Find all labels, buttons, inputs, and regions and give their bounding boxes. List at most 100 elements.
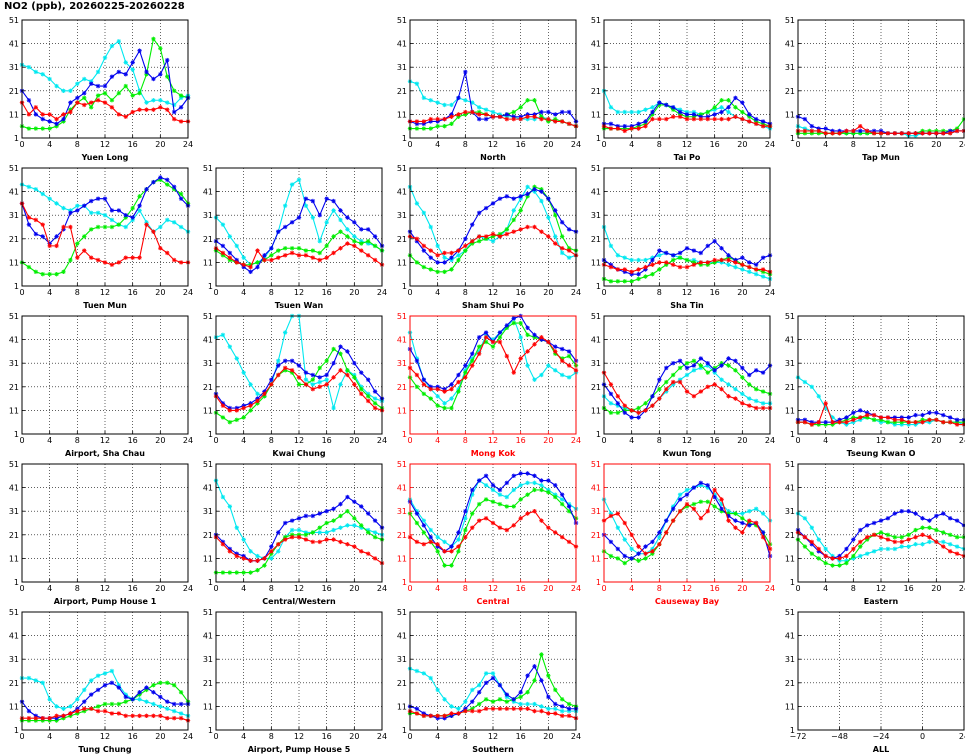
data-point-green: [706, 110, 710, 114]
data-point-cyan: [740, 267, 744, 271]
y-tick-label: 41: [785, 40, 795, 49]
data-point-blue: [650, 110, 654, 114]
data-point-green: [103, 225, 107, 229]
data-point-cyan: [726, 263, 730, 267]
data-point-blue: [34, 112, 38, 116]
data-point-red: [165, 107, 169, 111]
data-point-red: [636, 267, 640, 271]
data-point-blue: [699, 251, 703, 255]
data-point-red: [373, 406, 377, 410]
data-point-blue: [27, 98, 31, 102]
data-point-red: [290, 251, 294, 255]
data-point-red: [657, 117, 661, 121]
data-point-blue: [692, 248, 696, 252]
y-tick-label: 21: [591, 87, 601, 96]
x-tick-label: 8: [75, 140, 80, 149]
data-point-blue: [664, 251, 668, 255]
data-point-blue: [255, 265, 259, 269]
data-point-green: [643, 274, 647, 278]
data-point-green: [726, 98, 730, 102]
x-tick-label: 12: [294, 436, 304, 445]
data-point-cyan: [761, 274, 765, 278]
data-point-red: [255, 248, 259, 252]
data-point-blue: [761, 255, 765, 259]
data-point-blue: [422, 248, 426, 252]
data-point-blue: [463, 70, 467, 74]
data-point-cyan: [228, 234, 232, 238]
data-point-red: [761, 124, 765, 128]
data-point-red: [61, 225, 65, 229]
data-point-red: [124, 255, 128, 259]
data-point-red: [449, 115, 453, 119]
data-point-cyan: [429, 98, 433, 102]
data-point-green: [248, 408, 252, 412]
y-tick-label: 21: [9, 87, 19, 96]
data-point-red: [505, 117, 509, 121]
x-tick-label: 24: [377, 288, 387, 297]
data-point-red: [82, 248, 86, 252]
data-point-green: [283, 246, 287, 250]
panel-label: Yuen Long: [81, 153, 129, 162]
data-point-red: [539, 117, 543, 121]
data-point-red: [900, 131, 904, 135]
data-point-green: [449, 122, 453, 126]
data-point-red: [359, 248, 363, 252]
data-point-cyan: [324, 220, 328, 224]
data-point-red: [955, 129, 959, 133]
y-tick-label: 51: [203, 312, 213, 321]
data-point-blue: [124, 213, 128, 217]
data-point-blue: [324, 196, 328, 200]
data-point-blue: [165, 58, 169, 62]
data-point-red: [151, 107, 155, 111]
y-tick-label: 21: [203, 383, 213, 392]
data-point-blue: [823, 126, 827, 130]
data-point-red: [623, 129, 627, 133]
data-point-red: [179, 119, 183, 123]
data-point-blue: [539, 110, 543, 114]
data-point-red: [144, 107, 148, 111]
data-point-green: [359, 241, 363, 245]
data-point-cyan: [415, 82, 419, 86]
data-point-green: [435, 270, 439, 274]
data-point-green: [616, 279, 620, 283]
data-point-green: [560, 234, 564, 238]
data-point-green: [463, 248, 467, 252]
data-point-blue: [318, 213, 322, 217]
data-point-blue: [54, 234, 58, 238]
panel-label: Tuen Mun: [83, 301, 127, 310]
data-point-cyan: [422, 211, 426, 215]
data-point-blue: [130, 215, 134, 219]
data-point-green: [685, 258, 689, 262]
data-point-blue: [331, 361, 335, 365]
y-tick-label: 11: [397, 110, 407, 119]
y-tick-label: 51: [203, 164, 213, 173]
data-point-blue: [719, 110, 723, 114]
data-point-red: [712, 258, 716, 262]
y-tick-label: 1: [208, 282, 213, 291]
data-point-red: [532, 225, 536, 229]
data-point-cyan: [96, 70, 100, 74]
data-point-blue: [359, 227, 363, 231]
data-point-blue: [657, 248, 661, 252]
data-point-red: [546, 234, 550, 238]
data-point-red: [172, 117, 176, 121]
y-tick-label: 21: [785, 87, 795, 96]
data-point-red: [151, 230, 155, 234]
data-point-blue: [546, 196, 550, 200]
data-point-cyan: [304, 378, 308, 382]
data-point-blue: [726, 253, 730, 257]
data-point-green: [41, 126, 45, 130]
data-point-cyan: [442, 401, 446, 405]
y-tick-label: 1: [402, 134, 407, 143]
data-point-green: [130, 93, 134, 97]
y-tick-label: 51: [591, 164, 601, 173]
data-point-cyan: [54, 201, 58, 205]
data-point-red: [699, 117, 703, 121]
data-point-green: [366, 394, 370, 398]
x-tick-label: 20: [155, 140, 165, 149]
x-tick-label: 0: [601, 140, 606, 149]
data-point-cyan: [297, 178, 301, 182]
data-point-red: [920, 131, 924, 135]
